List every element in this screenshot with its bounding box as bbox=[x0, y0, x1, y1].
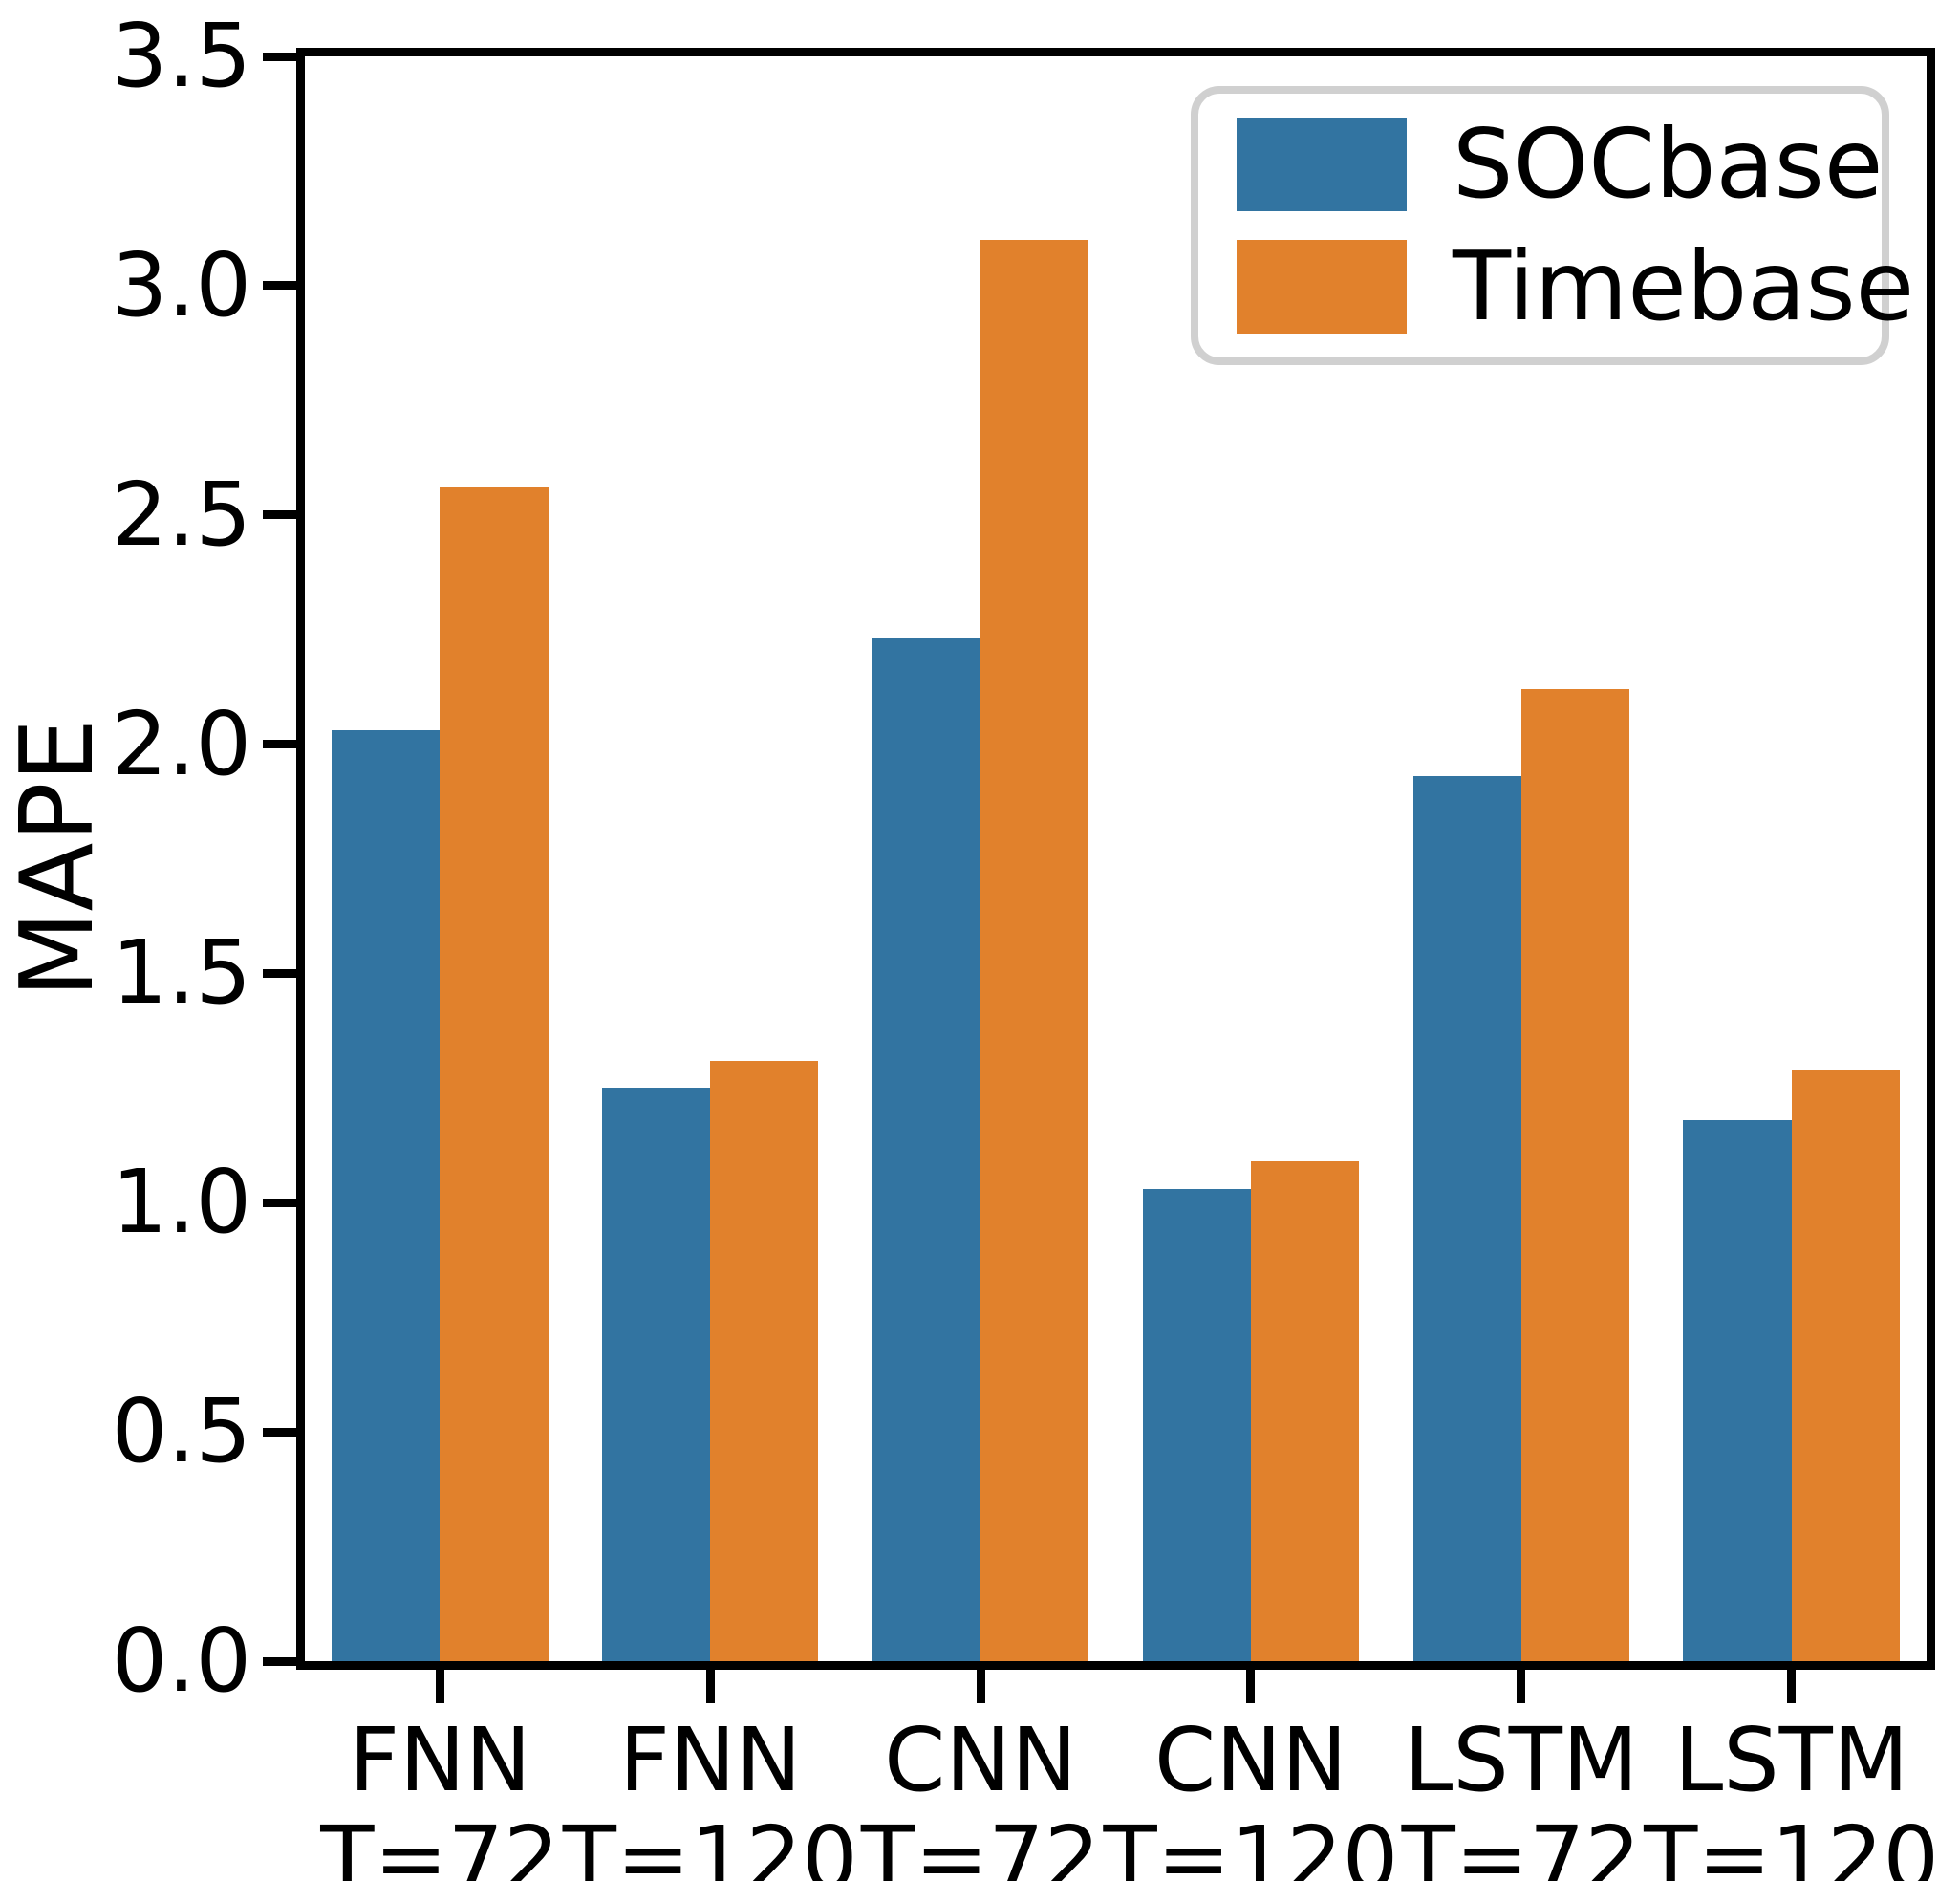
legend-entry-socbase: SOCbase bbox=[1237, 117, 1883, 212]
bar-socbase-lstm-t72 bbox=[1412, 776, 1521, 1661]
bar-timebase-lstm-t120 bbox=[1791, 1070, 1900, 1661]
bar-socbase-cnn-t72 bbox=[872, 638, 981, 1661]
x-tick-mark bbox=[1246, 1670, 1256, 1703]
x-tick-mark bbox=[705, 1670, 715, 1703]
x-tick-label-line2: T=72 bbox=[860, 1807, 1101, 1881]
x-tick-label-line1: FNN bbox=[618, 1709, 802, 1811]
x-tick-label-line2: T=72 bbox=[320, 1807, 560, 1881]
legend-label-socbase: SOCbase bbox=[1453, 108, 1884, 220]
x-tick-label-line2: T=72 bbox=[1401, 1807, 1641, 1881]
y-tick-mark bbox=[263, 510, 296, 520]
x-tick-label-line1: FNN bbox=[349, 1709, 531, 1811]
x-tick-mark bbox=[435, 1670, 444, 1703]
bar-timebase-fnn-t72 bbox=[440, 486, 549, 1661]
y-tick-label: 3.5 bbox=[111, 5, 251, 107]
x-tick-label-line2: T=120 bbox=[1644, 1807, 1940, 1881]
x-tick-mark bbox=[1517, 1670, 1526, 1703]
x-tick-label-line1: LSTM bbox=[1673, 1709, 1909, 1811]
y-tick-mark bbox=[263, 281, 296, 291]
x-tick-label-fnn-t120: FNN T=120 bbox=[563, 1711, 858, 1881]
x-tick-label-line1: CNN bbox=[884, 1709, 1078, 1811]
legend-swatch-timebase bbox=[1237, 240, 1407, 334]
x-tick-label-line1: CNN bbox=[1153, 1709, 1347, 1811]
legend-swatch-socbase bbox=[1237, 118, 1407, 211]
y-tick-label: 3.0 bbox=[111, 233, 251, 336]
bar-socbase-fnn-t72 bbox=[332, 730, 441, 1661]
y-axis-title: MAPE bbox=[0, 718, 116, 999]
x-tick-label-cnn-t72: CNN T=72 bbox=[861, 1711, 1100, 1881]
bar-socbase-fnn-t120 bbox=[602, 1088, 711, 1661]
y-tick-label: 1.0 bbox=[111, 1151, 251, 1254]
y-tick-mark bbox=[263, 1427, 296, 1437]
x-tick-label-line2: T=120 bbox=[562, 1807, 858, 1881]
legend: SOCbase Timebase bbox=[1191, 86, 1914, 365]
y-tick-mark bbox=[263, 1198, 296, 1207]
legend-entry-timebase: Timebase bbox=[1237, 239, 1914, 335]
x-tick-label-fnn-t72: FNN T=72 bbox=[320, 1711, 559, 1881]
y-tick-mark bbox=[263, 968, 296, 978]
x-tick-label-lstm-t72: LSTM T=72 bbox=[1402, 1711, 1641, 1881]
bar-timebase-lstm-t72 bbox=[1520, 689, 1629, 1661]
x-tick-mark bbox=[1787, 1670, 1797, 1703]
y-tick-label: 2.5 bbox=[111, 463, 251, 566]
y-tick-mark bbox=[263, 740, 296, 749]
y-tick-label: 2.0 bbox=[111, 692, 251, 795]
bar-socbase-cnn-t120 bbox=[1142, 1188, 1251, 1661]
y-tick-mark bbox=[263, 1656, 296, 1666]
x-tick-label-lstm-t120: LSTM T=120 bbox=[1644, 1711, 1939, 1881]
legend-label-timebase: Timebase bbox=[1453, 230, 1915, 342]
y-tick-mark bbox=[263, 52, 296, 61]
x-tick-label-line1: LSTM bbox=[1404, 1709, 1639, 1811]
bar-timebase-cnn-t120 bbox=[1250, 1161, 1360, 1661]
x-tick-label-cnn-t120: CNN T=120 bbox=[1103, 1711, 1398, 1881]
bar-timebase-fnn-t120 bbox=[710, 1060, 819, 1661]
x-tick-mark bbox=[976, 1670, 985, 1703]
y-tick-label: 0.0 bbox=[111, 1610, 251, 1712]
y-tick-label: 1.5 bbox=[111, 921, 251, 1025]
bar-timebase-cnn-t72 bbox=[980, 239, 1089, 1661]
bar-socbase-lstm-t120 bbox=[1683, 1119, 1792, 1661]
y-tick-label: 0.5 bbox=[111, 1380, 251, 1483]
x-tick-label-line2: T=120 bbox=[1103, 1807, 1399, 1881]
